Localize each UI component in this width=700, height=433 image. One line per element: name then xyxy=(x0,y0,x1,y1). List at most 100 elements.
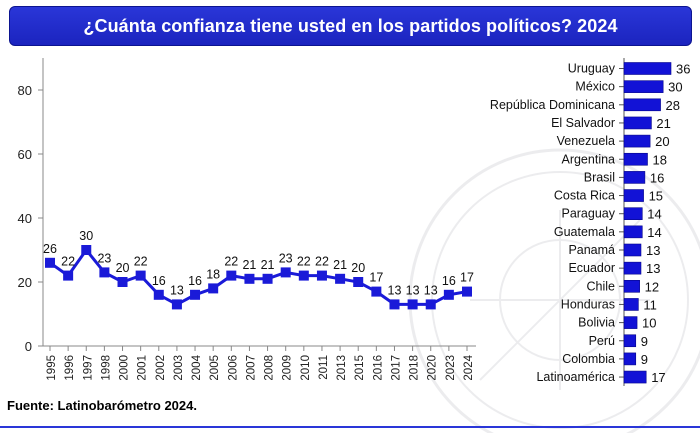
bar-category-label: Bolivia xyxy=(578,316,615,330)
data-point xyxy=(190,289,201,300)
bar-category-label: Panamá xyxy=(568,243,615,257)
data-label: 21 xyxy=(261,258,275,272)
line-chart: 0 20 40 60 80 1995 1996 1997 1998 2000 2001 2002 20… xyxy=(18,58,476,381)
bar-value-label: 30 xyxy=(668,80,682,95)
bar-category-label: Colombia xyxy=(562,352,615,366)
data-point xyxy=(353,277,364,287)
bar-value-label: 9 xyxy=(641,352,648,367)
bar-value-label: 13 xyxy=(646,243,660,258)
y-tick-label: 80 xyxy=(18,83,32,98)
x-tick-label: 2008 xyxy=(264,355,276,381)
bar-value-label: 36 xyxy=(676,62,690,77)
bar-category-label: El Salvador xyxy=(551,116,615,130)
x-tick-label: 2006 xyxy=(227,355,239,381)
data-point xyxy=(153,289,164,300)
data-point xyxy=(298,270,309,281)
data-point xyxy=(171,299,182,310)
data-label: 22 xyxy=(224,255,238,269)
bottom-rule xyxy=(0,426,700,428)
x-tick-label: 1997 xyxy=(82,355,94,381)
data-point xyxy=(407,299,418,310)
data-label: 13 xyxy=(424,283,438,297)
data-label: 13 xyxy=(406,283,420,297)
x-tick-label: 2001 xyxy=(137,355,149,381)
x-tick-label: 1996 xyxy=(64,355,76,381)
data-label: 16 xyxy=(442,274,456,288)
data-point xyxy=(226,270,237,281)
bar-value-label: 12 xyxy=(645,279,659,294)
bar xyxy=(623,352,637,366)
bar-value-label: 20 xyxy=(655,134,669,149)
data-label: 13 xyxy=(388,283,402,297)
bar-chart: Uruguay 36 México 30 República Dominicana 28 E… xyxy=(490,58,690,386)
bar xyxy=(623,134,651,148)
y-tick-label: 20 xyxy=(18,275,32,290)
data-point xyxy=(443,289,454,300)
bar-value-label: 13 xyxy=(646,261,660,276)
bar xyxy=(623,171,646,184)
bar xyxy=(623,279,640,293)
bar-value-label: 9 xyxy=(641,334,648,349)
data-point xyxy=(117,277,128,287)
x-tick-label: 2020 xyxy=(427,355,439,381)
data-label: 22 xyxy=(61,255,75,269)
data-point xyxy=(335,273,346,284)
data-label: 16 xyxy=(188,274,202,288)
bar xyxy=(623,261,642,275)
bar xyxy=(623,152,648,166)
x-tick-label: 2024 xyxy=(463,354,475,380)
y-tick-label: 40 xyxy=(18,211,32,226)
data-label: 20 xyxy=(116,261,130,275)
x-tick-label: 2000 xyxy=(119,355,131,381)
bar-value-label: 15 xyxy=(649,189,663,204)
x-tick-label: 2016 xyxy=(372,355,384,381)
x-tick-label: 2013 xyxy=(336,355,348,381)
bar-category-label: Latinoamérica xyxy=(536,370,615,384)
bar xyxy=(623,316,638,329)
x-tick-label: 2005 xyxy=(209,355,221,381)
data-label: 22 xyxy=(134,255,148,269)
bar-value-label: 14 xyxy=(647,225,661,240)
data-point xyxy=(45,257,55,268)
bar-value-label: 11 xyxy=(643,297,657,312)
data-point xyxy=(63,270,74,281)
bar xyxy=(623,225,643,239)
bar-value-label: 21 xyxy=(656,116,670,131)
data-point xyxy=(462,286,472,297)
y-tick-label: 0 xyxy=(25,339,32,354)
data-label: 18 xyxy=(206,267,220,281)
bar xyxy=(623,98,661,112)
bar xyxy=(623,62,672,75)
data-point xyxy=(81,245,92,255)
data-point xyxy=(389,299,400,310)
x-tick-label: 2023 xyxy=(445,355,457,381)
series-line xyxy=(49,247,468,307)
x-tick-label: 1995 xyxy=(46,355,58,381)
data-point xyxy=(262,273,273,284)
bar-value-label: 10 xyxy=(642,316,656,331)
bar xyxy=(623,298,639,311)
bar-category-label: Paraguay xyxy=(561,207,615,221)
data-label: 21 xyxy=(242,258,256,272)
data-label: 13 xyxy=(170,283,184,297)
data-point xyxy=(280,267,291,278)
data-point xyxy=(425,299,436,310)
chart-title: ¿Cuánta confianza tiene usted en los par… xyxy=(83,15,618,36)
bar-value-label: 17 xyxy=(651,370,665,385)
bar-category-label: Argentina xyxy=(561,152,615,166)
bar-category-label: República Dominicana xyxy=(490,98,615,112)
bar-category-label: Ecuador xyxy=(568,261,615,275)
bar-value-label: 18 xyxy=(653,152,667,167)
bar-value-label: 14 xyxy=(647,207,661,222)
x-tick-label: 2015 xyxy=(354,355,366,381)
bar-category-label: Chile xyxy=(587,279,616,293)
bar-value-label: 16 xyxy=(650,170,664,185)
bar-category-label: Venezuela xyxy=(557,134,615,148)
bar xyxy=(623,370,647,384)
bar xyxy=(623,207,643,220)
data-label: 20 xyxy=(351,261,365,275)
bar xyxy=(623,243,642,257)
x-tick-label: 2011 xyxy=(318,355,330,380)
data-label: 30 xyxy=(79,229,93,243)
